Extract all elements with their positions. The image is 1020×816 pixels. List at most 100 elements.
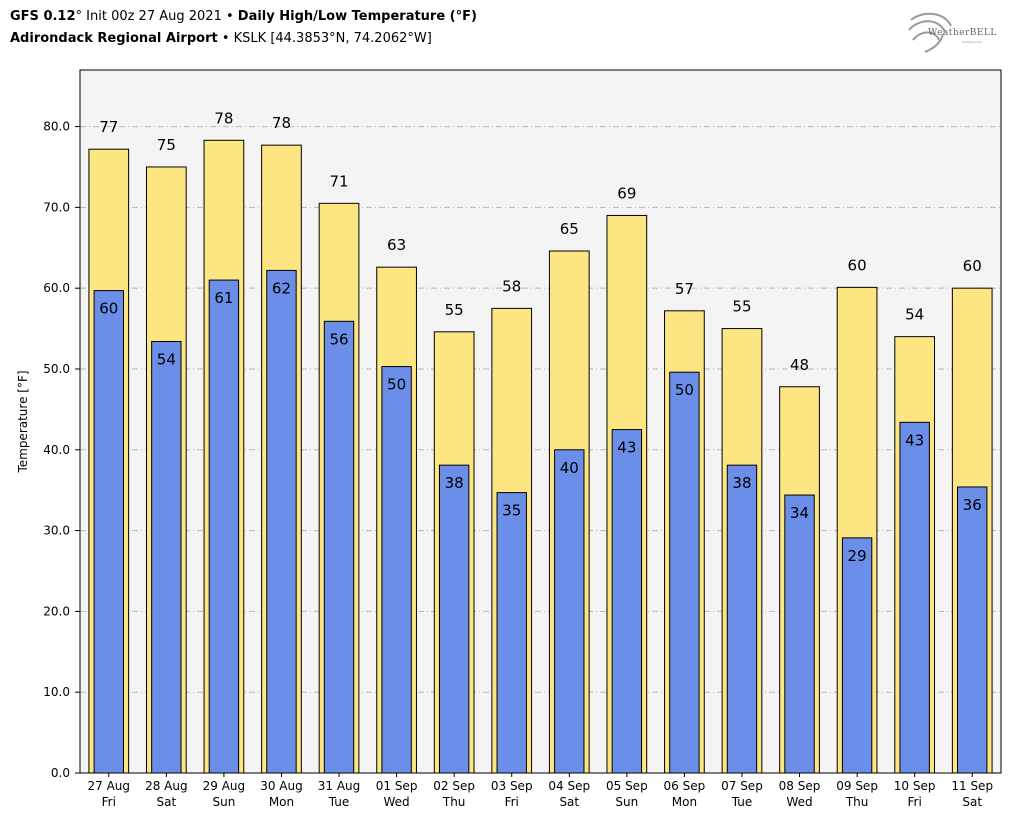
- low-bar: [93, 290, 124, 774]
- x-tick-date: 11 Sep: [951, 779, 993, 793]
- low-value-label: 40: [560, 459, 579, 477]
- low-value-label: 38: [445, 474, 464, 492]
- low-bar: [554, 449, 585, 774]
- x-tick-day: Sat: [962, 795, 982, 809]
- low-bar: [726, 464, 758, 774]
- model-name: GFS 0.12: [10, 9, 76, 24]
- low-bar: [611, 429, 643, 774]
- x-tick-date: 03 Sep: [491, 779, 533, 793]
- x-tick-day: Fri: [505, 795, 519, 809]
- x-tick-date: 28 Aug: [145, 779, 188, 793]
- low-value-label: 56: [329, 330, 348, 348]
- x-tick-day: Sun: [212, 795, 235, 809]
- high-value-label: 78: [272, 114, 291, 132]
- low-bar: [266, 269, 297, 774]
- x-tick-day: Wed: [786, 795, 812, 809]
- x-tick-date: 04 Sep: [548, 779, 590, 793]
- x-tick-date: 05 Sep: [606, 779, 648, 793]
- high-value-label: 55: [732, 298, 751, 316]
- low-bar: [841, 537, 873, 774]
- low-bar: [784, 494, 815, 774]
- low-value-label: 62: [272, 279, 291, 297]
- x-tick-day: Thu: [442, 795, 466, 809]
- low-value-label: 43: [905, 431, 924, 449]
- y-tick-label: 30.0: [43, 524, 70, 538]
- x-tick-date: 09 Sep: [836, 779, 878, 793]
- low-value-label: 60: [99, 300, 118, 318]
- x-tick-date: 01 Sep: [376, 779, 418, 793]
- high-value-label: 58: [502, 277, 521, 295]
- y-tick-label: 60.0: [43, 281, 70, 295]
- high-value-label: 55: [445, 301, 464, 319]
- plot-border: [79, 69, 1002, 774]
- high-value-label: 48: [790, 356, 809, 374]
- x-tick-date: 30 Aug: [260, 779, 303, 793]
- high-value-label: 65: [560, 220, 579, 238]
- x-tick-day: Fri: [908, 795, 922, 809]
- high-value-label: 75: [157, 136, 176, 154]
- weatherbell-logo-icon: [908, 12, 952, 53]
- low-value-label: 36: [963, 496, 982, 514]
- y-tick-label: 80.0: [43, 120, 70, 134]
- x-tick-day: Fri: [102, 795, 116, 809]
- high-value-label: 71: [329, 172, 348, 190]
- header-bullet: •: [221, 9, 238, 24]
- high-value-label: 78: [214, 109, 233, 127]
- x-tick-day: Wed: [384, 795, 410, 809]
- low-value-label: 34: [790, 504, 809, 522]
- low-value-label: 29: [848, 547, 867, 565]
- low-bar: [208, 279, 240, 774]
- x-tick-day: Sat: [559, 795, 579, 809]
- low-bar: [381, 366, 412, 774]
- header-line-2: Adirondack Regional Airport • KSLK [44.3…: [10, 28, 477, 50]
- high-value-label: 57: [675, 280, 694, 298]
- low-bar: [151, 341, 182, 774]
- high-value-label: 69: [617, 184, 636, 202]
- x-tick-date: 10 Sep: [894, 779, 936, 793]
- low-bar: [496, 492, 527, 774]
- x-tick-date: 29 Aug: [203, 779, 246, 793]
- x-tick-date: 02 Sep: [433, 779, 475, 793]
- y-tick-label: 20.0: [43, 604, 70, 618]
- y-tick-label: 50.0: [43, 362, 70, 376]
- low-bar: [899, 421, 930, 774]
- chart-title: Daily High/Low Temperature (°F): [237, 9, 477, 24]
- x-tick-day: Sun: [615, 795, 638, 809]
- low-bar: [323, 320, 355, 774]
- high-value-label: 60: [848, 256, 867, 274]
- x-tick-date: 07 Sep: [721, 779, 763, 793]
- y-axis-label: Temperature [°F]: [16, 370, 30, 473]
- high-value-label: 77: [99, 118, 118, 136]
- y-tick-label: 10.0: [43, 685, 70, 699]
- high-value-label: 54: [905, 306, 924, 324]
- low-value-label: 50: [387, 376, 406, 394]
- logo-text: WeatherBELL: [928, 28, 997, 38]
- x-tick-date: 27 Aug: [88, 779, 131, 793]
- low-bar: [438, 464, 470, 774]
- x-tick-day: Tue: [731, 795, 753, 809]
- high-value-label: 60: [963, 257, 982, 275]
- low-bar: [669, 371, 700, 774]
- x-tick-date: 08 Sep: [779, 779, 821, 793]
- low-value-label: 35: [502, 502, 521, 520]
- low-value-label: 38: [732, 474, 751, 492]
- x-tick-day: Mon: [269, 795, 294, 809]
- y-tick-label: 70.0: [43, 200, 70, 214]
- x-tick-date: 06 Sep: [664, 779, 706, 793]
- low-value-label: 43: [617, 439, 636, 457]
- x-tick-day: Mon: [672, 795, 697, 809]
- model-degree: °: [75, 9, 83, 24]
- low-value-label: 54: [157, 351, 176, 369]
- y-tick-label: 40.0: [43, 443, 70, 457]
- init-time: Init 00z 27 Aug 2021: [82, 9, 222, 24]
- x-tick-day: Tue: [328, 795, 350, 809]
- low-bar: [957, 486, 988, 774]
- low-value-label: 61: [214, 289, 233, 307]
- y-tick-label: 0.0: [51, 766, 70, 780]
- low-value-label: 50: [675, 381, 694, 399]
- high-value-label: 63: [387, 236, 406, 254]
- logo-subtext: Analytics LLC: [962, 40, 983, 44]
- x-tick-day: Sat: [157, 795, 177, 809]
- chart-header: GFS 0.12° Init 00z 27 Aug 2021 • Daily H…: [10, 6, 477, 50]
